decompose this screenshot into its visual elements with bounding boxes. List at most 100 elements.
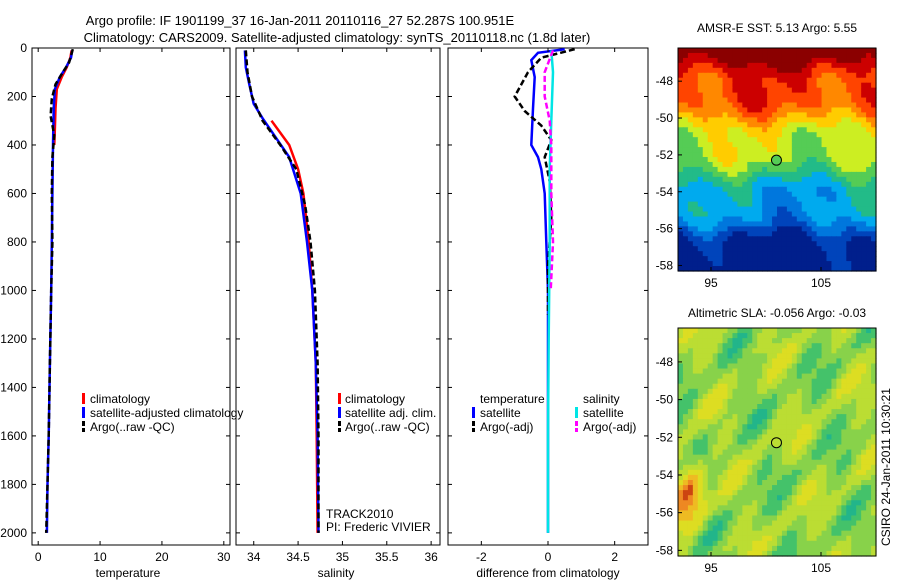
map-cell — [732, 404, 738, 410]
map-cell — [861, 67, 867, 74]
map-cell — [866, 535, 872, 542]
map-cell — [737, 419, 743, 425]
map-cell — [712, 545, 719, 552]
map-cell — [811, 388, 818, 395]
map-cell — [692, 459, 699, 466]
map-cell — [841, 157, 847, 163]
map-cell — [796, 545, 803, 552]
map-cell — [856, 206, 862, 213]
map-cell — [757, 72, 763, 79]
map-cell — [821, 378, 828, 385]
map-cell — [737, 246, 743, 252]
map-cell — [717, 474, 724, 481]
map-cell — [717, 191, 724, 198]
map-cell — [707, 221, 714, 227]
map-cell — [712, 67, 719, 74]
map-cell — [712, 57, 719, 64]
map-cell — [801, 176, 808, 183]
figure-title-line1: Argo profile: IF 1901199_37 16-Jan-2011 … — [86, 13, 515, 28]
map-cell — [871, 171, 877, 178]
map-cell — [678, 87, 684, 94]
map-cell — [796, 404, 803, 410]
map-cell — [692, 176, 699, 183]
map-cell — [762, 77, 768, 84]
map-cell — [846, 449, 852, 456]
map-cell — [702, 485, 709, 491]
map-cell — [772, 92, 778, 99]
map-cell — [707, 414, 714, 420]
map-cell — [791, 540, 798, 547]
map-cell — [737, 97, 743, 104]
map-cell — [697, 480, 704, 486]
legend-title-temperature: temperature — [480, 392, 545, 406]
map-cell — [687, 540, 694, 547]
map-cell — [801, 424, 808, 430]
map-cell — [757, 122, 763, 128]
map-cell — [831, 82, 837, 89]
map-cell — [772, 424, 778, 430]
map-cell — [712, 72, 719, 79]
map-cell — [806, 62, 813, 69]
map-cell — [727, 439, 734, 446]
map-cell — [866, 48, 872, 54]
map-cell — [791, 388, 798, 395]
map-cell — [762, 67, 768, 74]
map-cell — [772, 236, 778, 242]
map-cell — [821, 261, 828, 267]
map-cell — [841, 464, 847, 471]
map-cell — [861, 251, 867, 257]
map-cell — [811, 117, 818, 123]
map-cell — [772, 398, 778, 405]
map-cell — [816, 87, 823, 94]
map-cell — [786, 550, 793, 557]
map-cell — [697, 535, 704, 542]
map-cell — [762, 414, 768, 420]
map-cell — [781, 343, 788, 349]
map-cell — [851, 77, 857, 84]
map-cell — [717, 236, 724, 242]
map-cell — [806, 378, 813, 385]
map-cell — [747, 147, 753, 153]
map-cell — [811, 459, 818, 466]
map-cell — [772, 206, 778, 213]
map-cell — [767, 147, 773, 153]
map-cell — [702, 171, 709, 178]
map-cell — [801, 161, 808, 168]
map-cell — [781, 545, 788, 552]
map-cell — [791, 152, 798, 158]
map-cell — [762, 333, 768, 339]
map-cell — [831, 241, 837, 247]
map-cell — [747, 97, 753, 104]
map-cell — [811, 241, 818, 247]
map-cell — [861, 328, 867, 334]
map-cell — [737, 459, 743, 466]
map-cell — [856, 221, 862, 227]
map-cell — [866, 515, 872, 522]
map-cell — [801, 515, 808, 522]
map-cell — [742, 226, 748, 232]
map-cell — [806, 107, 813, 114]
map-cell — [767, 166, 773, 173]
map-cell — [791, 137, 798, 143]
map-cell — [692, 206, 699, 213]
map-cell — [772, 52, 778, 59]
map-cell — [871, 444, 877, 451]
map-cell — [757, 181, 763, 188]
map-cell — [866, 132, 872, 138]
map-cell — [796, 211, 803, 218]
map-cell — [811, 152, 818, 158]
map-cell — [806, 48, 813, 54]
map-cell — [791, 469, 798, 476]
map-cell — [856, 464, 862, 471]
map-cell — [791, 398, 798, 405]
map-cell — [801, 196, 808, 203]
map-cell — [687, 256, 694, 262]
map-cell — [682, 414, 689, 420]
map-cell — [737, 353, 743, 359]
map-cell — [851, 236, 857, 242]
map-cell — [856, 72, 862, 79]
map-cell — [836, 358, 842, 365]
map-cell — [791, 449, 798, 456]
map-cell — [851, 87, 857, 94]
map-cell — [851, 92, 857, 99]
